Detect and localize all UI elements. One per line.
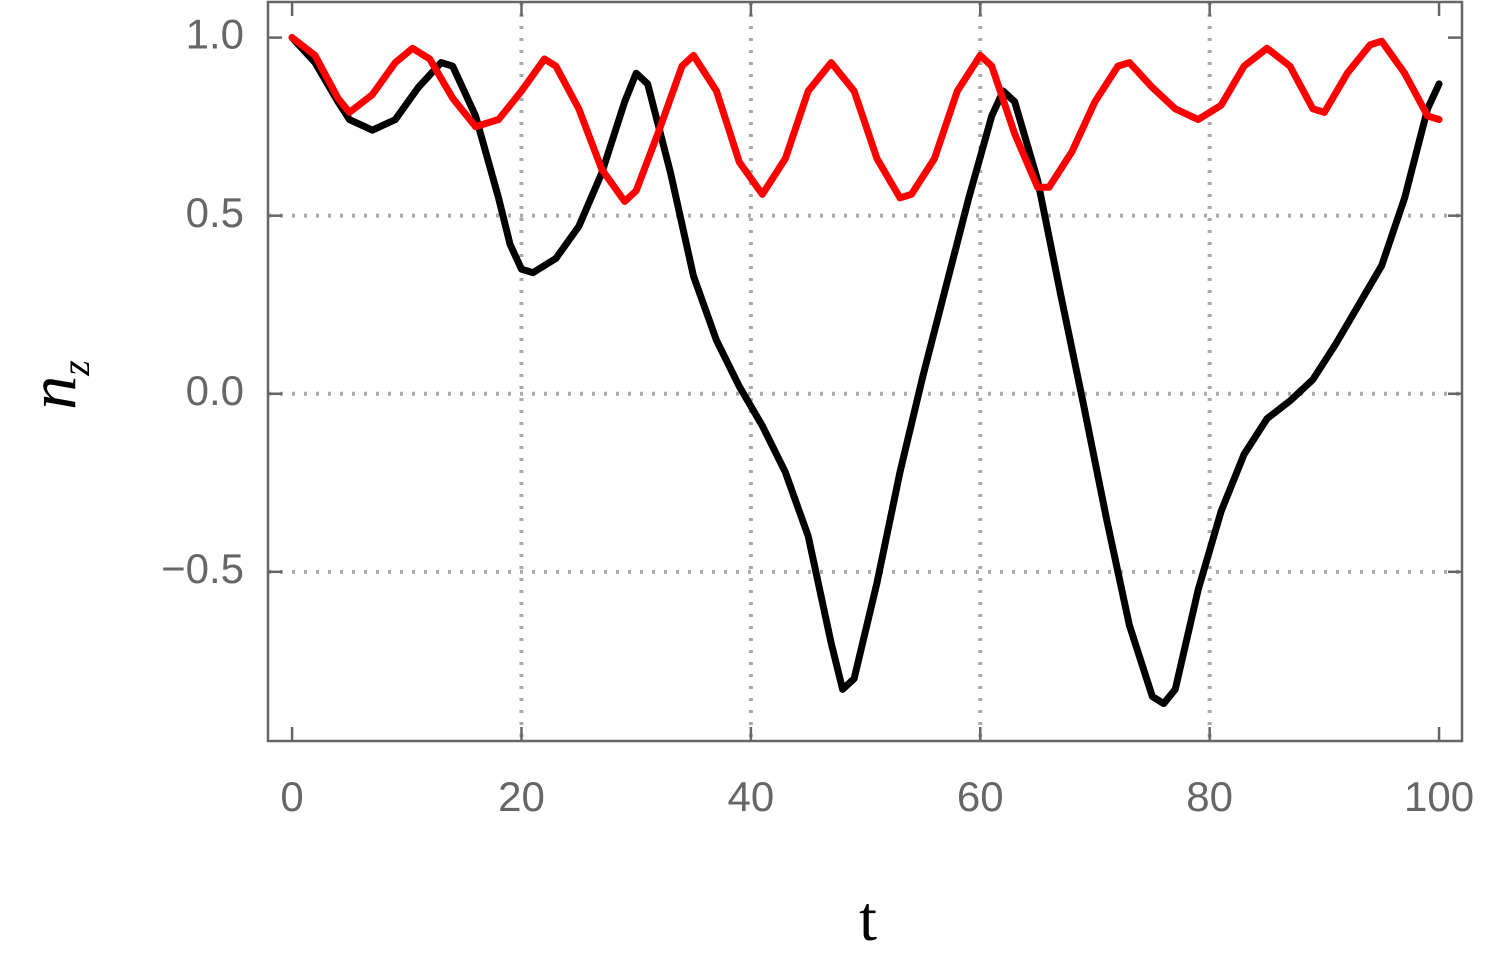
data-line xyxy=(288,34,1443,205)
y-tick-label: −0.5 xyxy=(161,545,244,592)
x-tick-label: 60 xyxy=(957,773,1004,820)
plot-frame xyxy=(266,0,1464,743)
y-tick-label: 0.0 xyxy=(186,367,244,414)
x-tick-label: 20 xyxy=(498,773,545,820)
x-tick-label: 80 xyxy=(1186,773,1233,820)
data-line xyxy=(288,34,1443,708)
y-tick-label: 0.5 xyxy=(186,189,244,236)
y-label-subscript: z xyxy=(53,360,98,377)
x-tick-label: 0 xyxy=(280,773,303,820)
x-axis-label: t xyxy=(859,883,877,954)
y-label-base: n xyxy=(14,376,90,410)
x-tick-label: 40 xyxy=(728,773,775,820)
y-axis-label: nz xyxy=(14,360,98,410)
x-tick-label: 100 xyxy=(1404,773,1474,820)
y-tick-label: 1.0 xyxy=(186,11,244,58)
